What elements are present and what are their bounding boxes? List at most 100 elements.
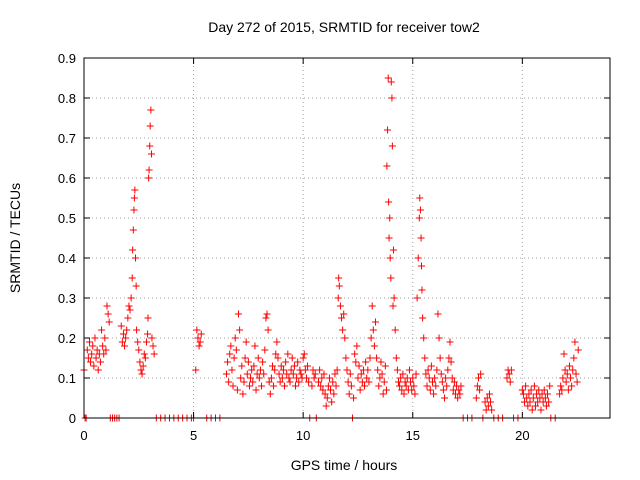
- data-point: [457, 382, 465, 390]
- data-point: [85, 338, 93, 346]
- data-point: [419, 314, 427, 322]
- data-point: [441, 394, 449, 402]
- data-point: [135, 346, 143, 354]
- chart-title: Day 272 of 2015, SRMTID for receiver tow…: [208, 19, 480, 35]
- data-point: [430, 390, 438, 398]
- data-point: [125, 302, 133, 310]
- data-point: [131, 186, 139, 194]
- data-point: [356, 386, 364, 394]
- data-point: [118, 338, 126, 346]
- data-point: [409, 374, 417, 382]
- data-point: [374, 366, 382, 374]
- data-point: [472, 394, 480, 402]
- data-point: [544, 390, 552, 398]
- data-point: [273, 338, 281, 346]
- data-point: [439, 386, 447, 394]
- data-point: [132, 254, 140, 262]
- data-point: [263, 310, 271, 318]
- data-point: [391, 326, 399, 334]
- data-point: [224, 358, 232, 366]
- data-point: [285, 374, 293, 382]
- data-point: [389, 246, 397, 254]
- data-point: [289, 370, 297, 378]
- data-point: [264, 326, 272, 334]
- data-point: [318, 374, 326, 382]
- data-point: [287, 366, 295, 374]
- data-point: [413, 294, 421, 302]
- data-point: [426, 386, 434, 394]
- data-point: [422, 370, 430, 378]
- data-point: [416, 194, 424, 202]
- data-point: [420, 334, 428, 342]
- data-point: [89, 342, 97, 350]
- data-point: [435, 334, 443, 342]
- data-point: [244, 358, 252, 366]
- data-point: [299, 354, 307, 362]
- data-point: [137, 366, 145, 374]
- data-point: [329, 378, 337, 386]
- data-point: [268, 362, 276, 370]
- y-tick-label: 0.8: [58, 91, 76, 106]
- data-point: [433, 366, 441, 374]
- data-point: [304, 362, 312, 370]
- data-point: [427, 362, 435, 370]
- data-point: [393, 366, 401, 374]
- data-point: [225, 378, 233, 386]
- data-point: [387, 78, 395, 86]
- y-tick-label: 0.5: [58, 211, 76, 226]
- data-point: [432, 382, 440, 390]
- data-point: [567, 374, 575, 382]
- data-point: [144, 330, 152, 338]
- data-point: [230, 354, 238, 362]
- data-point: [530, 382, 538, 390]
- data-point: [376, 374, 384, 382]
- data-point: [388, 94, 396, 102]
- data-point: [311, 370, 319, 378]
- data-point: [333, 366, 341, 374]
- data-point: [98, 326, 106, 334]
- data-point: [574, 346, 582, 354]
- data-point: [571, 338, 579, 346]
- data-point: [119, 330, 127, 338]
- data-point: [477, 370, 485, 378]
- data-point: [196, 338, 204, 346]
- data-point: [122, 334, 130, 342]
- data-point: [444, 366, 452, 374]
- data-point: [418, 262, 426, 270]
- data-point: [361, 382, 369, 390]
- data-point: [395, 378, 403, 386]
- data-point: [386, 214, 394, 222]
- data-point: [84, 354, 92, 362]
- data-point: [286, 378, 294, 386]
- data-point: [384, 74, 392, 82]
- data-point: [324, 382, 332, 390]
- x-tick-label: 0: [80, 428, 87, 443]
- data-point: [368, 302, 376, 310]
- data-point: [522, 382, 530, 390]
- data-point: [355, 362, 363, 370]
- data-point: [386, 254, 394, 262]
- data-point: [363, 374, 371, 382]
- data-point: [385, 234, 393, 242]
- data-point: [392, 354, 400, 362]
- data-point: [408, 386, 416, 394]
- data-point: [101, 334, 109, 342]
- data-point: [416, 206, 424, 214]
- data-point: [255, 374, 263, 382]
- data-point: [537, 406, 545, 414]
- data-point: [243, 370, 251, 378]
- data-point: [145, 166, 153, 174]
- data-point: [353, 342, 361, 350]
- data-point: [446, 338, 454, 346]
- data-point: [396, 382, 404, 390]
- data-point: [149, 342, 157, 350]
- data-point: [228, 366, 236, 374]
- data-point: [130, 194, 138, 202]
- data-point: [448, 374, 456, 382]
- data-point: [369, 326, 377, 334]
- data-point: [321, 390, 329, 398]
- data-point: [288, 354, 296, 362]
- data-point: [362, 358, 370, 366]
